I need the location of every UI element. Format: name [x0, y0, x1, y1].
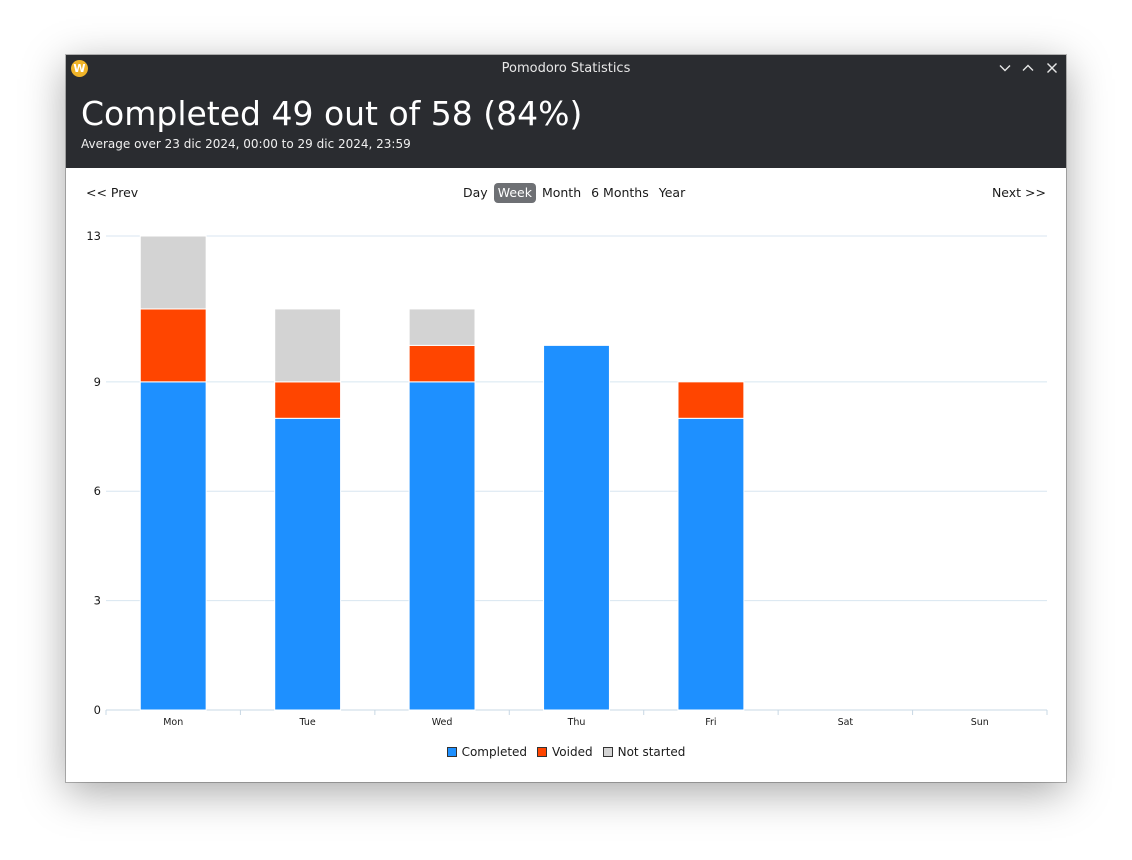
maximize-button[interactable] [1021, 61, 1035, 75]
title-bar[interactable]: W Pomodoro Statistics [66, 55, 1066, 82]
bar-not-started [139, 235, 207, 310]
legend-label: Voided [552, 745, 593, 759]
legend-swatch [537, 747, 548, 757]
period-day[interactable]: Day [463, 185, 488, 200]
x-tick-label: Wed [432, 717, 453, 728]
legend-swatch [602, 747, 613, 757]
y-tick-label: 9 [94, 375, 101, 389]
bar-voided [677, 381, 745, 419]
bar-completed [677, 417, 745, 711]
legend-swatch [446, 747, 457, 757]
bar-voided [408, 344, 476, 383]
close-button[interactable] [1045, 61, 1059, 75]
legend-label: Not started [617, 745, 686, 759]
period-year[interactable]: Year [658, 185, 686, 200]
x-tick-label: Sun [971, 717, 989, 728]
app-icon: W [71, 60, 88, 77]
period-month[interactable]: Month [541, 185, 582, 200]
legend-item: Not started [602, 745, 686, 759]
x-tick-label: Tue [299, 717, 316, 728]
bar-completed [408, 381, 476, 711]
bar-completed [543, 344, 610, 711]
prev-button[interactable]: << Prev [86, 185, 139, 200]
legend-item: Completed [446, 745, 528, 759]
minimize-button[interactable] [998, 61, 1012, 75]
y-tick-label: 0 [94, 703, 101, 717]
close-icon [1047, 63, 1057, 73]
chart-legend: Completed Voided Not started [66, 743, 1066, 761]
legend-label: Completed [461, 745, 528, 759]
bar-voided [139, 308, 207, 383]
period-week[interactable]: Week [493, 183, 536, 203]
y-tick-label: 3 [94, 594, 101, 608]
x-tick-label: Fri [705, 717, 716, 728]
bar-completed [139, 381, 207, 711]
bar-not-started [274, 308, 342, 383]
period-selector: Day Week Month 6 Months Year [458, 182, 690, 204]
summary-subtitle: Average over 23 dic 2024, 00:00 to 29 di… [81, 137, 411, 151]
chevron-up-icon [1022, 64, 1034, 71]
period-navigation: << Prev Day Week Month 6 Months Year Nex… [66, 182, 1066, 206]
summary-title: Completed 49 out of 58 (84%) [81, 94, 583, 133]
statistics-window: W Pomodoro Statistics Completed 49 out o… [66, 55, 1066, 782]
y-tick-label: 13 [86, 229, 101, 243]
stacked-bar-chart: 0 3 6 9 13 Mon Tue Wed Thu Fri Sat Sun [86, 229, 1048, 728]
bar-not-started [408, 308, 476, 346]
window-title: Pomodoro Statistics [501, 61, 631, 76]
y-tick-label: 6 [94, 484, 101, 498]
x-tick-label: Thu [567, 717, 586, 728]
period-6-months[interactable]: 6 Months [591, 185, 649, 200]
next-button[interactable]: Next >> [991, 185, 1046, 200]
bar-completed [274, 417, 342, 711]
bar-voided [274, 381, 342, 419]
chevron-down-icon [999, 65, 1011, 72]
x-tick-label: Sat [838, 717, 854, 728]
summary-header: Completed 49 out of 58 (84%) Average ove… [66, 82, 1066, 168]
x-tick-label: Mon [163, 717, 183, 728]
legend-item: Voided [537, 745, 593, 759]
